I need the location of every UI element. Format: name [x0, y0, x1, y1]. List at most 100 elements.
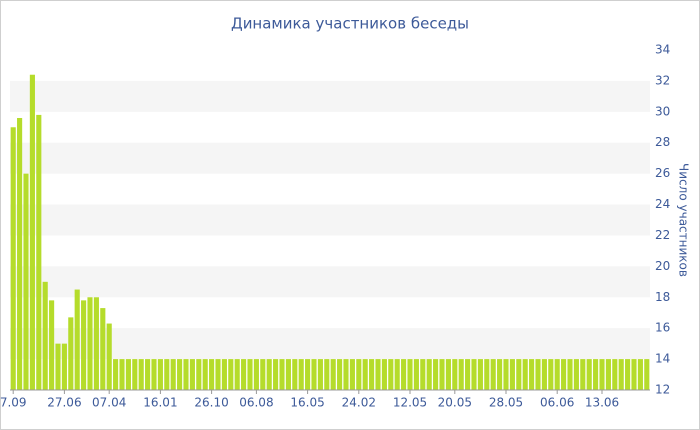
bar	[42, 281, 48, 390]
bar	[151, 359, 157, 390]
bar	[228, 359, 234, 390]
bar	[209, 359, 215, 390]
bar	[586, 359, 592, 390]
bar	[477, 359, 483, 390]
bar	[100, 308, 106, 390]
bar	[401, 359, 407, 390]
bar	[561, 359, 567, 390]
y-tick-label: 14	[655, 352, 670, 366]
bar	[74, 289, 80, 390]
bar	[580, 359, 586, 390]
bar	[349, 359, 355, 390]
bar	[305, 359, 311, 390]
bar	[535, 359, 541, 390]
bar	[61, 343, 67, 390]
x-tick-label: 27.06	[47, 396, 81, 410]
bar	[196, 359, 202, 390]
bar	[106, 323, 112, 390]
bar	[279, 359, 285, 390]
bar	[356, 359, 362, 390]
x-tick-label: 12.05	[393, 396, 427, 410]
x-tick-label: 07.04	[92, 396, 126, 410]
x-tick-label: 26.10	[194, 396, 228, 410]
x-tick-label: 28.05	[489, 396, 523, 410]
bar	[317, 359, 323, 390]
bar	[311, 359, 317, 390]
bar	[55, 343, 61, 390]
bar	[631, 359, 637, 390]
bar	[164, 359, 170, 390]
bar	[369, 359, 375, 390]
bar	[612, 359, 618, 390]
bar	[413, 359, 419, 390]
bar	[490, 359, 496, 390]
bar	[541, 359, 547, 390]
y-tick-label: 12	[655, 383, 670, 397]
bar	[138, 359, 144, 390]
bar	[234, 359, 240, 390]
bar	[593, 359, 599, 390]
y-tick-label: 24	[655, 197, 670, 211]
bar	[253, 359, 259, 390]
bar	[241, 359, 247, 390]
bar	[298, 359, 304, 390]
bar	[324, 359, 330, 390]
x-tick-label: 16.01	[143, 396, 177, 410]
bar	[247, 359, 253, 390]
bar	[36, 114, 42, 390]
bar	[497, 359, 503, 390]
bar	[87, 297, 93, 390]
y-tick-label: 32	[655, 73, 670, 87]
chart-title: Динамика участников беседы	[231, 15, 469, 33]
y-tick-label: 22	[655, 228, 670, 242]
y-tick-label: 16	[655, 321, 670, 335]
grid-band	[10, 142, 650, 174]
bar	[285, 359, 291, 390]
bar	[68, 317, 74, 390]
bar	[503, 359, 509, 390]
bar	[509, 359, 515, 390]
bar	[554, 359, 560, 390]
bar	[362, 359, 368, 390]
bar	[183, 359, 189, 390]
bar	[177, 359, 183, 390]
bar	[132, 359, 138, 390]
bar	[458, 359, 464, 390]
bar	[516, 359, 522, 390]
x-tick-label: 16.05	[290, 396, 324, 410]
bar	[388, 359, 394, 390]
bar	[337, 359, 343, 390]
bar	[49, 300, 55, 390]
x-tick-label: 24.02	[342, 396, 376, 410]
x-tick-label: 7.09	[0, 396, 27, 410]
bar	[625, 359, 631, 390]
bar	[605, 359, 611, 390]
bar	[81, 300, 87, 390]
bar	[273, 359, 279, 390]
bar	[394, 359, 400, 390]
bar	[471, 359, 477, 390]
bar	[266, 359, 272, 390]
x-tick-label: 06.06	[540, 396, 574, 410]
y-tick-label: 34	[655, 43, 670, 57]
bar	[29, 74, 35, 391]
bar	[618, 359, 624, 390]
y-axis-label: Число участников	[677, 163, 691, 277]
bar	[573, 359, 579, 390]
x-tick-label: 20.05	[438, 396, 472, 410]
bar	[567, 359, 573, 390]
bar	[548, 359, 554, 390]
y-tick-label: 20	[655, 259, 670, 273]
bar	[93, 297, 99, 390]
bar	[637, 359, 643, 390]
bar	[17, 118, 23, 390]
bar	[189, 359, 195, 390]
y-tick-label: 18	[655, 290, 670, 304]
bar	[292, 359, 298, 390]
bar	[113, 359, 119, 390]
bar	[465, 359, 471, 390]
y-tick-label: 26	[655, 166, 670, 180]
bar	[23, 173, 29, 390]
